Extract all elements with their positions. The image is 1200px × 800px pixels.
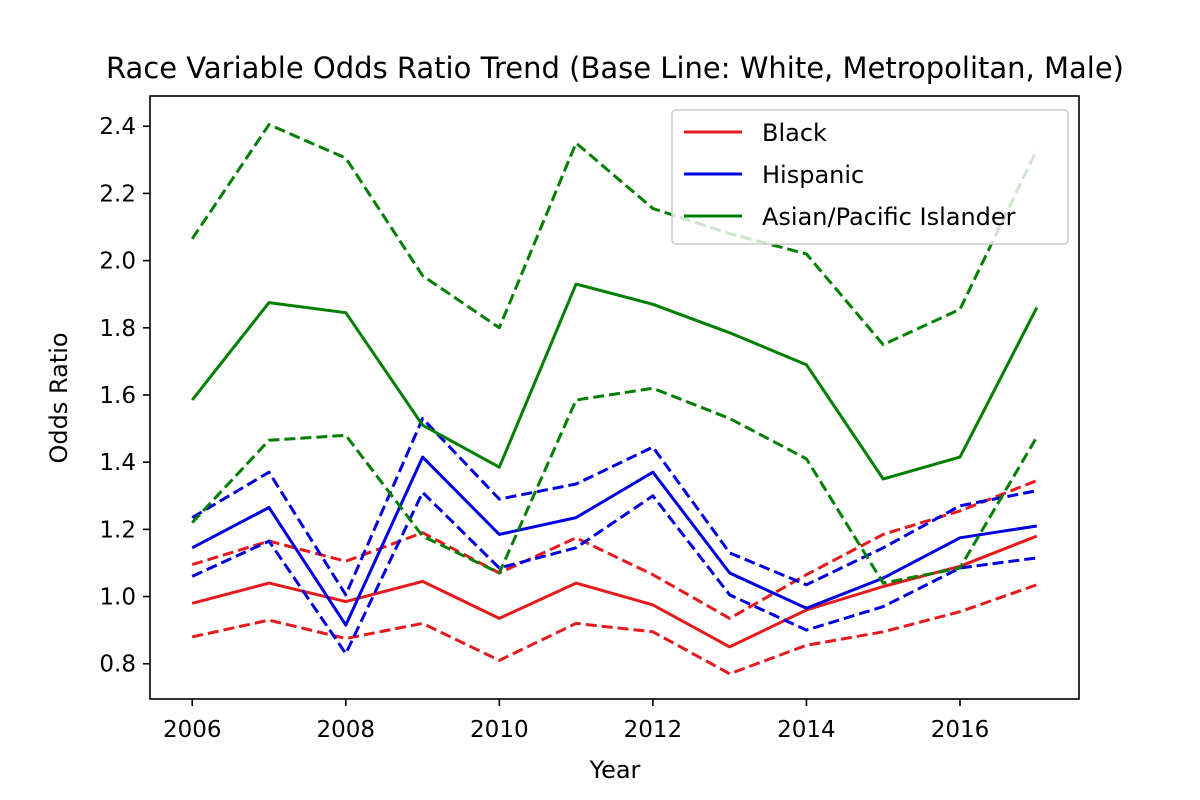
series-hispanic-lower-ci-line <box>191 490 1037 656</box>
x-tick-label: 2014 <box>777 717 836 743</box>
y-tick-label: 1.4 <box>99 450 136 476</box>
series-hispanic-line <box>191 455 1038 627</box>
series-asian-pacific-islander-upper-ci-line <box>190 123 1039 347</box>
y-tick-label: 2.0 <box>99 249 136 275</box>
y-tick-label: 1.6 <box>99 383 136 409</box>
x-tick-label: 2016 <box>931 717 990 743</box>
x-tick-label: 2008 <box>317 717 376 743</box>
series-black-lower-ci-line <box>191 583 1038 676</box>
legend-box <box>671 109 1069 245</box>
y-tick-label: 1.8 <box>99 316 136 342</box>
x-axis-label: Year <box>589 756 641 784</box>
chart-title: Race Variable Odds Ratio Trend (Base Lin… <box>106 51 1124 85</box>
y-axis-ticks: 0.8 1.0 1.2 1.4 1.6 1.8 2.0 2.2 2.4 <box>99 114 150 678</box>
legend-label-asian-pacific-islander: Asian/Pacific Islander <box>762 203 1016 231</box>
x-axis-ticks: 2006 2008 2010 2012 2014 2016 <box>163 699 989 743</box>
x-tick-label: 2010 <box>470 717 529 743</box>
series-black-upper-ci-line <box>191 479 1038 620</box>
series-hispanic-upper-ci-line <box>191 417 1038 597</box>
legend: Black Hispanic Asian/Pacific Islander <box>671 109 1069 245</box>
plot-area-frame <box>149 95 1080 700</box>
y-tick-label: 2.2 <box>99 181 136 207</box>
legend-label-black: Black <box>762 119 827 147</box>
y-axis-label: Odds Ratio <box>45 332 73 463</box>
series-asian-pacific-islander-lower-ci-line <box>191 386 1039 585</box>
series-layer <box>190 123 1039 676</box>
legend-label-hispanic: Hispanic <box>762 161 864 189</box>
series-asian-pacific-islander-line <box>191 282 1039 481</box>
y-tick-label: 0.8 <box>99 652 136 678</box>
y-tick-label: 1.0 <box>99 585 136 611</box>
x-tick-label: 2012 <box>624 717 683 743</box>
series-black-line <box>191 534 1038 649</box>
y-tick-label: 2.4 <box>99 114 136 140</box>
x-tick-label: 2006 <box>163 717 222 743</box>
y-tick-label: 1.2 <box>99 517 136 543</box>
